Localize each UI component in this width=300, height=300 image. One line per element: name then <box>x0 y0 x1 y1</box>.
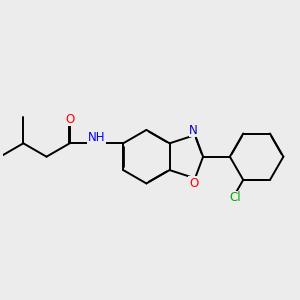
Text: O: O <box>189 177 198 190</box>
Text: NH: NH <box>88 131 105 144</box>
Text: O: O <box>65 113 74 126</box>
Text: N: N <box>189 124 198 137</box>
Text: Cl: Cl <box>230 191 241 204</box>
